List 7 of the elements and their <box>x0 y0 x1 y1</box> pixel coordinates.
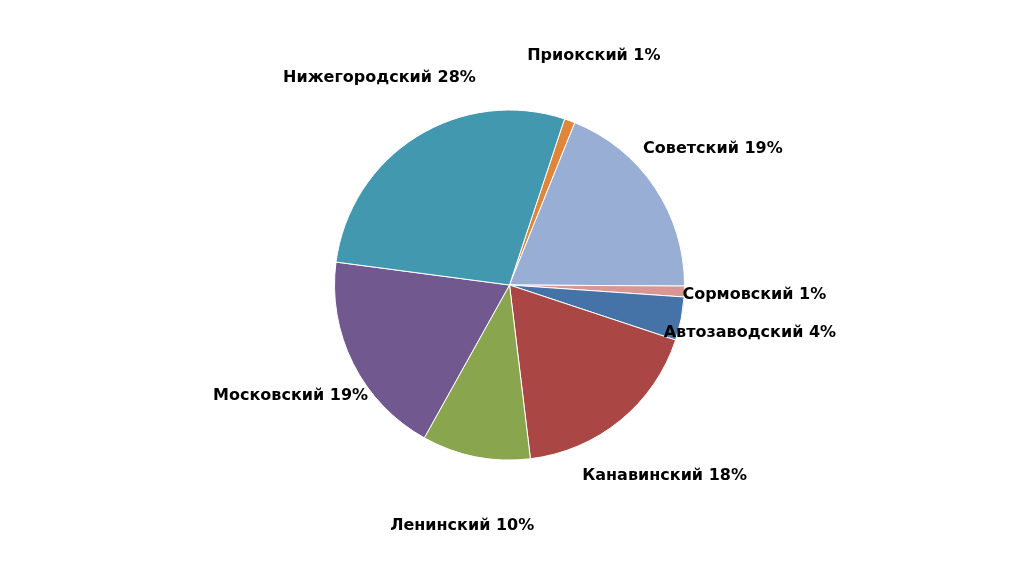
slice-label: Приокский 1% <box>527 44 661 64</box>
slice-label: Московский 19% <box>213 384 369 404</box>
slice-label: Сормовский 1% <box>682 284 827 304</box>
slice-label: Ленинский 10% <box>390 515 535 535</box>
slice-label: Канавинский 18% <box>582 464 747 484</box>
slice-label: Нижегородский 28% <box>283 67 476 87</box>
slice-label: Советский 19% <box>643 138 783 158</box>
